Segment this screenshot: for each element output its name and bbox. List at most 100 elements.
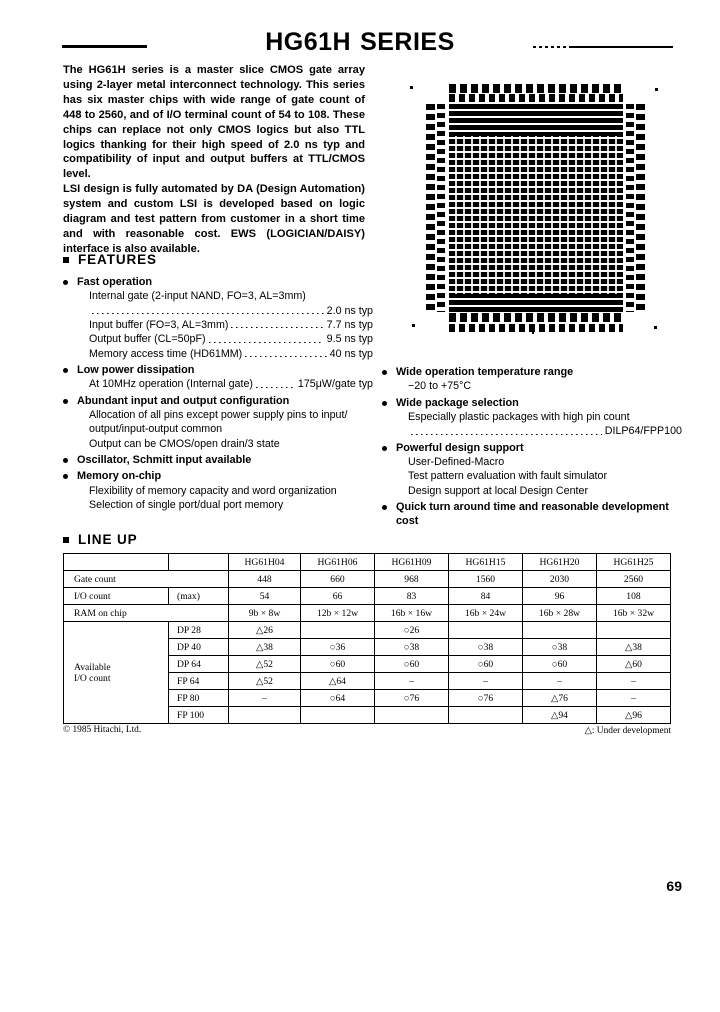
features-heading-label: FEATURES: [78, 252, 157, 267]
table-cell: △94: [521, 706, 597, 724]
bond-pads-top: [449, 84, 623, 93]
table-cell: ○76: [447, 689, 523, 707]
table-cell: [228, 706, 301, 724]
bond-pads-right-inner: [636, 104, 645, 312]
feature-line: Selection of single port/dual port memor…: [89, 499, 284, 511]
intro-text: The HG61H series is a master slice CMOS …: [63, 63, 365, 257]
table-cell: –: [521, 672, 597, 690]
table-cell: –: [595, 689, 672, 707]
table-cell: △76: [521, 689, 597, 707]
package-label: DP 40: [168, 638, 229, 656]
leader-dots: [208, 341, 324, 343]
table-row: RAM on chip 9b × 8w 12b × 12w 16b × 16w …: [63, 604, 672, 622]
column-header: HG61H09: [373, 553, 449, 571]
table-cell: ○60: [521, 655, 597, 673]
feature-spec-row: DILP64/FPP100: [396, 424, 682, 438]
table-cell: 660: [299, 570, 375, 588]
features-section-left: FEATURES Fast operation Internal gate (2…: [63, 252, 373, 512]
package-label: DP 28: [168, 621, 229, 639]
table-cell: ○60: [299, 655, 375, 673]
feature-title: Quick turn around time and reasonable de…: [396, 501, 669, 528]
table-cell: ○36: [299, 638, 375, 656]
row-label: Gate count: [63, 570, 229, 588]
table-cell: △38: [228, 638, 301, 656]
table-cell: 16b × 16w: [373, 604, 449, 622]
group-label: Available I/O count: [63, 621, 169, 724]
table-cell: [373, 706, 449, 724]
copyright-notice: © 1985 Hitachi, Ltd.: [63, 725, 142, 735]
table-cell: ○38: [373, 638, 449, 656]
feature-spec-value: 9.5 ns typ: [326, 333, 373, 346]
lineup-table-wrapper: HG61H04 HG61H06 HG61H09 HG61H15 HG61H20 …: [63, 553, 672, 724]
table-cell: 968: [373, 570, 449, 588]
bullet-dot-icon: [63, 398, 68, 404]
feature-item: Wide operation temperature range −20 to …: [382, 365, 682, 394]
feature-spec-row: At 10MHz operation (Internal gate) 175μW…: [77, 377, 373, 391]
row-label-sub: (max): [168, 587, 229, 605]
table-cell: –: [228, 689, 301, 707]
bond-pads-left-inner: [437, 104, 445, 312]
table-cell: ○60: [447, 655, 523, 673]
leader-dots: [255, 386, 295, 388]
title-sub: SERIES: [360, 28, 455, 56]
row-label: I/O count: [63, 587, 169, 605]
header-rule-left: [62, 45, 147, 48]
bullet-dot-icon: [63, 280, 68, 285]
intro-paragraph-1: The HG61H series is a master slice CMOS …: [63, 64, 365, 181]
table-cell: 16b × 32w: [595, 604, 672, 622]
bond-pads-bottom-inner: [449, 313, 623, 322]
column-header: HG61H25: [595, 553, 672, 571]
table-cell: 9b × 8w: [228, 604, 301, 622]
intro-paragraph-2: LSI design is fully automated by DA (Des…: [63, 183, 365, 255]
table-cell: △96: [595, 706, 672, 724]
feature-spec-label: At 10MHz operation (Internal gate): [89, 378, 253, 391]
table-row: FP 80 – ○64 ○76 ○76 △76 –: [64, 689, 672, 707]
feature-spec-label: Input buffer (FO=3, AL=3mm): [89, 319, 229, 331]
feature-title: Memory on-chip: [77, 470, 162, 483]
feature-title: Wide package selection: [396, 396, 519, 409]
table-cell: –: [595, 672, 672, 690]
feature-line: Allocation of all pins except power supp…: [89, 409, 348, 421]
column-header: HG61H04: [228, 553, 301, 571]
page-title: HG61H SERIES: [0, 28, 720, 57]
bullet-dot-icon: [63, 367, 68, 373]
feature-spec-row: Input buffer (FO=3, AL=3mm) 7.7 ns typ: [77, 318, 373, 332]
table-cell: △64: [299, 672, 375, 690]
package-label: FP 64: [168, 672, 229, 690]
table-cell: ○76: [373, 689, 449, 707]
leader-dots: [411, 433, 602, 435]
feature-title: Abundant input and output configuration: [77, 394, 290, 407]
feature-line: output/input-output common: [89, 423, 223, 436]
leader-dots: [245, 355, 327, 357]
bullet-dot-icon: [63, 474, 68, 480]
bond-pads-right: [626, 104, 634, 312]
feature-spec-value: 175μW/gate typ: [297, 378, 373, 391]
feature-item: Abundant input and output configuration …: [63, 394, 373, 451]
table-cell: 448: [228, 570, 301, 588]
die-photo-image: [408, 82, 663, 334]
package-label: FP 100: [168, 706, 229, 724]
bullet-dot-icon: [382, 445, 387, 451]
bullet-dot-icon: [382, 400, 387, 406]
bullet-dot-icon: [63, 457, 68, 463]
table-cell: [299, 621, 375, 639]
feature-spec-value: 2.0 ns typ: [326, 304, 373, 317]
feature-line: Flexibility of memory capacity and word …: [89, 484, 337, 497]
feature-spec-row: Output buffer (CL=50pF) 9.5 ns typ: [77, 332, 373, 346]
feature-title: Powerful design support: [396, 441, 524, 454]
table-row: I/O count (max) 54 66 83 84 96 108: [63, 587, 672, 605]
feature-item: Quick turn around time and reasonable de…: [382, 500, 682, 529]
feature-line: Design support at local Design Center: [408, 484, 589, 497]
column-header: HG61H06: [299, 553, 375, 571]
table-corner-cell-2: [168, 553, 229, 571]
package-label: FP 80: [168, 689, 229, 707]
group-label-line1: Available: [74, 661, 111, 673]
page-header: HG61H SERIES: [0, 28, 720, 68]
group-label-line2: I/O count: [74, 672, 111, 684]
table-cell: 16b × 24w: [447, 604, 523, 622]
table-cell: 84: [447, 587, 523, 605]
table-cell: 66: [299, 587, 375, 605]
feature-item: Low power dissipation At 10MHz operation…: [63, 363, 373, 392]
bond-pads-top-inner: [449, 94, 623, 102]
